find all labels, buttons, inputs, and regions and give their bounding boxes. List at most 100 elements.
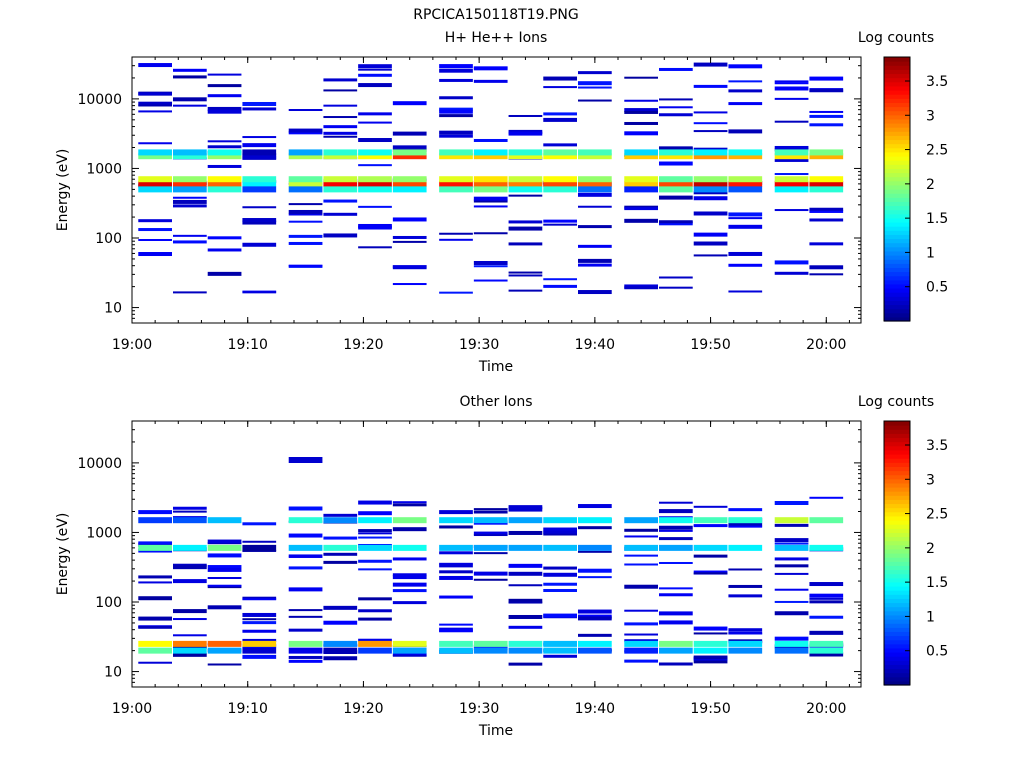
heatmap-cell [242,136,277,139]
plot-frame [131,56,862,324]
axes: 19:00 19:10 19:20 19:30 19:40 19:50 20:00 10 100… [77,420,862,717]
heatmap-cell [624,131,658,136]
heatmap-cell [392,573,427,577]
heatmap-cell [693,647,728,654]
heatmap-cell [809,615,844,619]
heatmap-cell [728,80,763,83]
heatmap-cell [242,149,277,156]
heatmap-cell [809,180,844,187]
heatmap-cell [439,640,473,647]
heatmap-cell [473,510,508,514]
colorbar-segment [884,296,910,301]
heatmap-cell [392,557,427,561]
heatmap-cell [578,186,612,193]
heatmap-cell [207,109,242,114]
x-tick-label: 19:30 [459,701,499,717]
heatmap-cell [207,248,242,252]
heatmap-cell [659,276,693,279]
heatmap-cell [358,559,392,563]
heatmap-cell [358,205,392,208]
heatmap-cell [624,647,658,654]
heatmap-cell [543,530,577,534]
heatmap-cell [358,186,392,193]
colorbar-segment [884,65,910,70]
heatmap-cell [173,565,207,570]
heatmap-cell [693,191,728,195]
colorbar-segment [884,586,910,591]
heatmap-cell [173,186,207,193]
heatmap-cell [809,218,844,222]
heatmap-cell [578,225,612,229]
heatmap-cell [578,176,612,183]
heatmap-cell [728,525,763,528]
heatmap-cell [578,244,612,248]
x-tick-label: 19:50 [690,337,730,353]
colorbar-segment [884,176,910,182]
heatmap-cell [439,232,473,235]
heatmap-cell [543,176,577,183]
heatmap-cell [728,224,763,229]
heatmap-cell [543,143,577,147]
colorbar-segment [884,474,910,480]
heatmap-cell [392,517,427,524]
heatmap-cell [242,654,277,659]
heatmap-cell [624,517,658,524]
heatmap-cell [624,659,658,663]
colorbar-tick-label: 3.5 [926,74,948,90]
heatmap-cell [173,75,207,79]
heatmap-cell [392,575,427,580]
heatmap-cell [138,238,172,241]
heatmap-cell [207,94,242,98]
y-tick-label: 10000 [77,92,122,108]
heatmap-cell [624,622,658,626]
heatmap-cell [473,534,508,537]
heatmap-cell [624,609,658,612]
colorbar-tick-label: 3 [926,108,935,124]
colorbar-segment [884,466,910,472]
heatmap-cell [508,186,543,193]
heatmap-cell [439,176,473,183]
heatmap-cell [138,186,172,193]
heatmap-cell [288,640,323,647]
heatmap-cell [659,113,693,117]
heatmap-cell [323,560,358,564]
heatmap-cell [473,153,508,160]
colorbar-segment [884,553,910,558]
colorbar-segment [884,160,910,165]
colorbar-segment [884,429,910,434]
colorbar-segment [884,540,910,546]
colorbar-segment [884,189,910,194]
heatmap-cell [138,176,172,183]
heatmap-cell [543,284,577,288]
heatmap-cell [774,97,809,100]
heatmap-cell [439,78,473,82]
heatmap-cell [543,572,577,577]
heatmap-cell [173,517,207,524]
heatmap-cell [659,176,693,183]
heatmap-cell [439,544,473,551]
colorbar-segment [884,312,910,318]
heatmap-cell [173,68,207,72]
colorbar-segment [884,143,910,149]
heatmap-cell [207,106,242,111]
colorbar-segment [884,511,910,517]
heatmap-cell [138,575,172,579]
heatmap-cell [624,186,658,193]
heatmap-cell [392,186,427,193]
heatmap-cell [207,647,242,654]
heatmap-cell [288,457,323,464]
colorbar-segment [884,230,910,235]
heatmap-cell [809,544,844,551]
heatmap-cell [774,647,809,654]
colorbar-tick-label: 2 [926,541,935,557]
heatmap-cell [624,286,658,290]
heatmap-cell [774,80,809,83]
colorbar-segment [884,57,910,62]
heatmap-cell [358,246,392,249]
heatmap-cell [693,62,728,67]
heatmap-cell [207,153,242,160]
heatmap-cell [392,527,427,532]
heatmap-cell [659,286,693,289]
colorbar-segment [884,308,910,314]
colorbar-segment [884,184,910,190]
